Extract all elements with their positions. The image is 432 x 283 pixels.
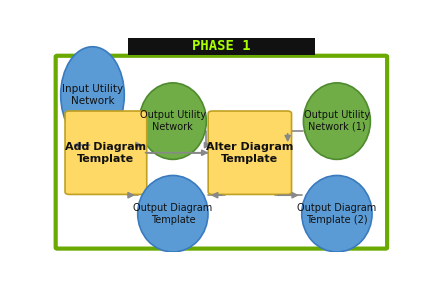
- Text: Add Diagram
Template: Add Diagram Template: [65, 142, 146, 164]
- Ellipse shape: [302, 175, 372, 252]
- Text: Input Utility
Network: Input Utility Network: [62, 84, 123, 106]
- Text: Output Utility
Network: Output Utility Network: [140, 110, 206, 132]
- FancyBboxPatch shape: [56, 56, 387, 248]
- Bar: [128, 38, 315, 55]
- FancyBboxPatch shape: [65, 111, 147, 194]
- Ellipse shape: [60, 47, 124, 143]
- Ellipse shape: [303, 83, 370, 159]
- Text: Output Utility
Network (1): Output Utility Network (1): [304, 110, 370, 132]
- Ellipse shape: [138, 175, 208, 252]
- Text: Output Diagram
Template: Output Diagram Template: [133, 203, 213, 224]
- Text: Output Diagram
Template (2): Output Diagram Template (2): [297, 203, 377, 224]
- Ellipse shape: [140, 83, 206, 159]
- Text: Alter Diagram
Template: Alter Diagram Template: [206, 142, 294, 164]
- Text: PHASE 1: PHASE 1: [192, 40, 251, 53]
- FancyBboxPatch shape: [208, 111, 292, 194]
